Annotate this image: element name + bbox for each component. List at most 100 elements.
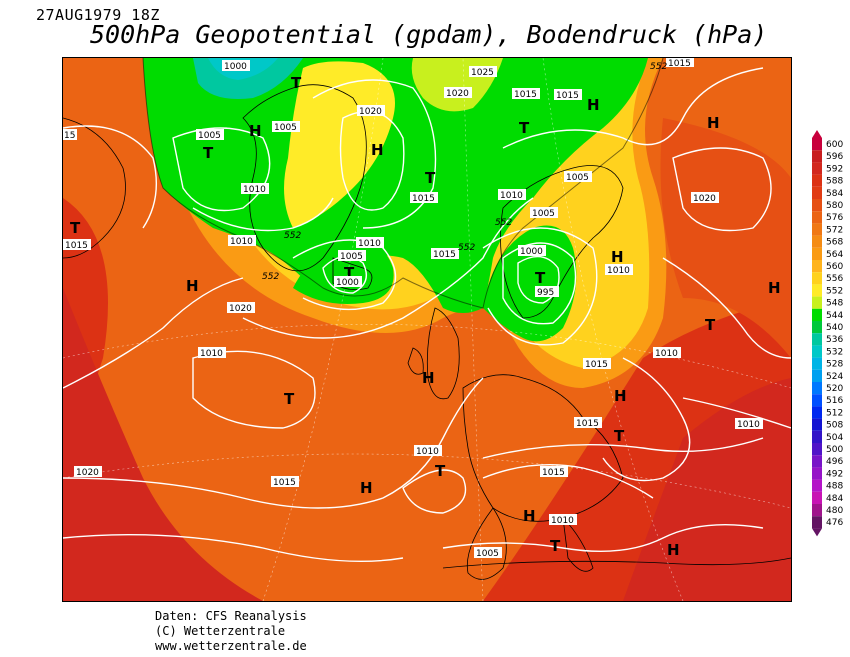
legend-swatch <box>812 162 822 175</box>
field-southeast-deep <box>623 378 791 601</box>
isobar-label: 1020 <box>359 107 382 117</box>
high-center-9: H <box>614 387 627 405</box>
high-center-8: H <box>422 369 435 387</box>
legend-swatch <box>812 186 822 199</box>
legend-label: 540 <box>826 323 843 333</box>
isobar-label: 1010 <box>500 191 523 201</box>
coast-iceland <box>332 257 373 291</box>
legend-label: 592 <box>826 164 843 174</box>
trough-green <box>143 58 648 313</box>
high-center-12: H <box>667 541 680 559</box>
isobar-label: 1010 <box>551 516 574 526</box>
low-center-11: T <box>435 462 446 480</box>
isobar-label: 1020 <box>693 194 716 204</box>
isobar-label: 1020 <box>446 89 469 99</box>
isobar-label: 1015 <box>668 59 691 69</box>
coast-north-africa <box>442 557 791 569</box>
legend-label: 596 <box>826 152 843 162</box>
legend-swatch <box>812 333 822 346</box>
legend-swatch <box>812 406 822 419</box>
credits-line-1: Daten: CFS Reanalysis <box>155 609 307 623</box>
ridge-greenland <box>284 61 395 229</box>
field-east <box>660 118 791 358</box>
legend-swatch <box>812 284 822 297</box>
high-center-5: H <box>186 277 199 295</box>
isobar-label: 1005 <box>532 209 555 219</box>
legend-label: 536 <box>826 335 843 345</box>
credits-line-2: (C) Wetterzentrale <box>155 624 286 638</box>
legend-label: 564 <box>826 250 843 260</box>
legend-label: 484 <box>826 494 843 504</box>
isobar-label: 1015 <box>273 478 296 488</box>
isobar-label: 1015 <box>576 419 599 429</box>
legend-label: 520 <box>826 384 843 394</box>
high-center-10: H <box>360 479 373 497</box>
high-center-3: H <box>587 96 600 114</box>
low-center-9: T <box>284 390 295 408</box>
legend-swatch <box>812 491 822 504</box>
low-center-4: T <box>519 119 530 137</box>
isobar-label: 1000 <box>224 62 247 72</box>
isobar-label: 1000 <box>336 278 359 288</box>
isobar-label: 1010 <box>655 349 678 359</box>
legend-label: 584 <box>826 189 843 199</box>
contour-label: 552 <box>284 231 301 241</box>
legend-arrow-up <box>812 130 822 138</box>
legend-label: 576 <box>826 213 843 223</box>
isobar-label: 1010 <box>200 349 223 359</box>
legend-swatch <box>812 369 822 382</box>
legend-label: 552 <box>826 286 843 296</box>
isobar-label: 1000 <box>520 247 543 257</box>
weather-map[interactable]: T H T H T T H H T H T T H H T T H H T T … <box>62 57 792 602</box>
isobar-label: 1005 <box>340 252 363 262</box>
high-center-1: H <box>249 122 262 140</box>
isobar-label: 1015 <box>433 250 456 260</box>
coast-scandinavia <box>500 165 624 319</box>
legend-swatch <box>812 199 822 212</box>
legend-swatch <box>812 418 822 431</box>
legend-label: 480 <box>826 506 843 516</box>
low-center-10: T <box>614 427 625 445</box>
isobar-label: 1010 <box>607 266 630 276</box>
legend-swatch <box>812 138 822 151</box>
legend-swatch <box>812 479 822 492</box>
low-center-2: T <box>291 74 302 92</box>
date-label: 27AUG1979 18Z <box>36 6 160 24</box>
legend-label: 512 <box>826 408 843 418</box>
chart-title: 500hPa Geopotential (gpdam), Bodendruck … <box>90 20 768 49</box>
legend-swatch <box>812 394 822 407</box>
high-center-11: H <box>523 507 536 525</box>
contour-label: 552 <box>650 62 667 72</box>
legend-swatch <box>812 308 822 321</box>
trough-north-sea <box>483 225 577 342</box>
legend-label: 580 <box>826 201 843 211</box>
pressure-centers: T H T H T T H H T H T T H H T T H H T T … <box>70 74 781 559</box>
legend-label: 568 <box>826 238 843 248</box>
isobar-label: 1005 <box>566 173 589 183</box>
legend-swatch <box>812 223 822 236</box>
legend-swatch <box>812 382 822 395</box>
contour-552-labels: 552 552 552 552 552 <box>262 62 667 282</box>
legend-label: 488 <box>826 482 843 492</box>
isobar-label: 1005 <box>274 123 297 133</box>
isobar-label: 1025 <box>471 68 494 78</box>
graticule <box>63 58 791 601</box>
contour-552 <box>142 58 664 309</box>
legend-label: 544 <box>826 311 843 321</box>
coast-iberia <box>466 507 507 580</box>
legend-swatch <box>812 235 822 248</box>
low-center-1: T <box>203 144 214 162</box>
coast-britain <box>426 307 460 400</box>
legend-scale: 600 596 592 588 584 580 576 572 568 564 560 556 552 5… <box>812 130 843 537</box>
legend-label: 548 <box>826 299 843 309</box>
legend-swatch <box>812 516 822 529</box>
legend-label: 476 <box>826 518 843 528</box>
legend-swatch <box>812 467 822 480</box>
isobar-label: 1020 <box>229 304 252 314</box>
legend-swatch <box>812 247 822 260</box>
legend-label: 516 <box>826 396 843 406</box>
isobar-label: 1005 <box>198 131 221 141</box>
legend-label: 508 <box>826 421 843 431</box>
legend-swatch <box>812 260 822 273</box>
legend-swatch <box>812 211 822 224</box>
